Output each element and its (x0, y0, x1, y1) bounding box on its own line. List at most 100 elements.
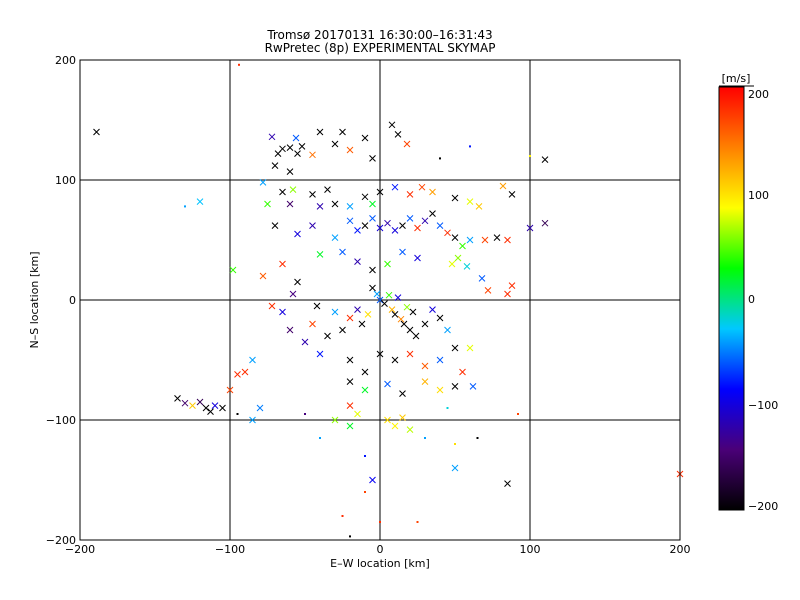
data-point-cross (316, 128, 324, 136)
data-point-cross (361, 222, 369, 229)
colorbar-label: [m/s] (722, 72, 751, 85)
y-axis-label: N–S location [km] (28, 251, 41, 348)
data-point-cross (301, 338, 309, 346)
data-point-dot (184, 205, 186, 208)
data-point-cross (331, 140, 339, 148)
x-axis-ticks: −200 −100 0 100 200 (65, 543, 691, 556)
data-point-cross (429, 210, 436, 217)
data-point-cross (292, 134, 300, 142)
data-point-cross (391, 227, 399, 234)
data-point-cross (451, 464, 459, 472)
data-point-cross (331, 200, 339, 208)
data-point-cross (406, 350, 414, 358)
data-point-cross (508, 282, 516, 289)
data-point-cross (219, 404, 226, 412)
data-point-cross (271, 162, 279, 169)
colorbar-ticks: 200 100 0 −100 −200 (748, 88, 778, 513)
data-point-cross (294, 150, 301, 157)
data-point-dot (439, 157, 441, 160)
data-point-cross (463, 263, 471, 270)
data-point-cross (279, 145, 286, 153)
data-point-cross (421, 320, 429, 328)
data-point-cross (229, 266, 237, 274)
x-tick-label: 0 (377, 543, 384, 556)
data-point-cross (399, 390, 406, 397)
data-point-cross (361, 368, 369, 376)
data-point-cross (346, 356, 354, 364)
data-point-cross (279, 260, 286, 268)
data-point-cross (451, 383, 459, 390)
data-point-cross (369, 155, 376, 162)
data-point-cross (346, 402, 354, 409)
data-point-cross (541, 156, 549, 163)
data-point-cross (385, 291, 393, 299)
data-point-cross (331, 308, 339, 316)
y-axis-ticks: −200 −100 0 100 200 (46, 54, 76, 547)
data-point-cross (294, 230, 301, 238)
data-point-cross (279, 188, 286, 196)
data-point-dot (469, 145, 471, 148)
data-point-cross (384, 260, 391, 268)
data-point-cross (421, 217, 429, 225)
data-point-cross (346, 422, 354, 430)
x-tick-label: −100 (215, 543, 245, 556)
data-point-dot (349, 535, 351, 538)
colorbar-tick-label: 200 (748, 88, 769, 101)
data-point-cross (451, 234, 459, 241)
data-point-cross (403, 303, 411, 311)
data-point-cross (421, 362, 429, 370)
data-point-cross (504, 290, 511, 298)
data-point-cross (346, 217, 354, 225)
data-point-cross (207, 408, 214, 415)
data-point-cross (399, 248, 406, 256)
data-point-cross (309, 320, 316, 328)
data-point-cross (397, 315, 405, 323)
data-point-cross (381, 300, 388, 307)
data-point-cross (454, 254, 462, 262)
data-point-cross (400, 320, 408, 328)
data-point-cross (289, 290, 297, 298)
data-point-cross (421, 378, 429, 385)
chart-subtitle: RwPretec (8p) EXPERIMENTAL SKYMAP (265, 41, 496, 55)
data-point-cross (451, 194, 459, 202)
y-tick-label: 100 (55, 174, 76, 187)
chart-title: Tromsø 20170131 16:30:00–16:31:43 (266, 28, 492, 42)
data-point-cross (414, 224, 421, 232)
data-point-cross (339, 248, 346, 256)
data-point-cross (504, 236, 511, 244)
data-point-cross (196, 398, 204, 406)
data-point-cross (414, 254, 421, 262)
data-point-cross (391, 311, 399, 318)
data-point-cross (324, 332, 331, 340)
data-point-cross (369, 200, 376, 208)
data-point-cross (316, 203, 324, 210)
data-point-cross (268, 302, 276, 310)
data-point-cross (294, 278, 301, 286)
data-point-dot (517, 413, 519, 415)
data-point-cross (444, 326, 451, 334)
data-point-cross (279, 308, 286, 316)
colorbar-tick-label: 0 (748, 293, 755, 306)
data-point-dot (238, 63, 240, 66)
data-point-cross (346, 314, 354, 322)
colorbar-tick-label: −100 (748, 399, 778, 412)
data-point-cross (196, 198, 204, 205)
data-point-cross (354, 306, 361, 313)
data-point-dot (304, 413, 306, 415)
data-point-cross (354, 258, 361, 265)
data-point-cross (268, 133, 276, 141)
data-point-cross (286, 200, 294, 208)
data-point-cross (436, 222, 444, 229)
data-point-cross (259, 179, 267, 186)
data-point-cross (406, 426, 414, 433)
x-tick-label: −200 (65, 543, 95, 556)
data-point-cross (478, 275, 486, 282)
data-point-dot (416, 521, 419, 523)
data-point-cross (466, 344, 474, 352)
data-point-cross (286, 168, 294, 175)
data-point-cross (394, 294, 402, 301)
data-point-dot (476, 437, 479, 439)
data-point-cross (264, 200, 271, 208)
x-axis-label: E–W location [km] (330, 557, 430, 570)
